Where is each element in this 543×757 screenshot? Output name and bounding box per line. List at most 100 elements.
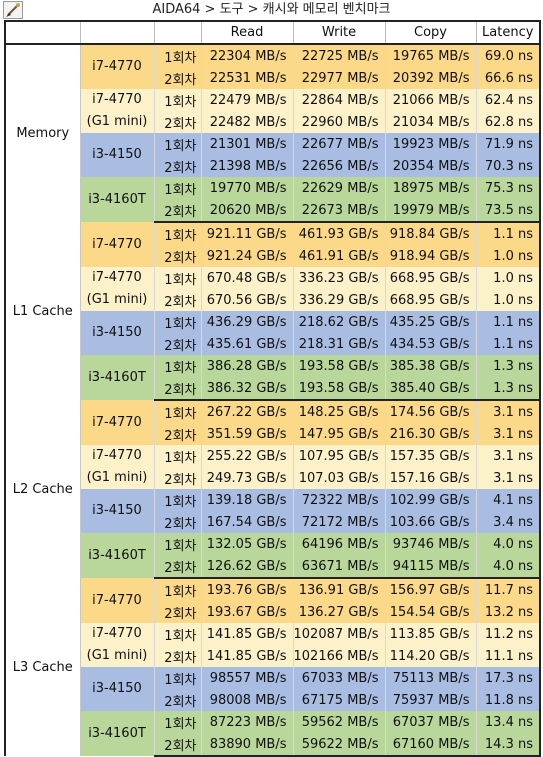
table-row: i7-4770 (G1 mini) 1회차 670.48 GB/s 336.23 GB/…: [5, 267, 541, 311]
latency-value: 71.9 ns: [476, 133, 541, 155]
run-label: 1회차: [154, 711, 202, 733]
run-label: 1회차: [154, 623, 202, 645]
read-value: 386.28 GB/s: [201, 355, 294, 377]
group-label: L1 Cache: [4, 222, 81, 400]
run-label: 1회차: [154, 355, 202, 377]
latency-value: 66.6 ns: [476, 67, 541, 89]
read-value: 21398 MB/s: [201, 155, 294, 177]
run-label: 2회차: [154, 733, 202, 757]
latency-value: 3.1 ns: [476, 400, 541, 423]
table-row: L2 Cache i7-4770 1회차 267.22 GB/s 148.25 GB/s…: [4, 400, 541, 578]
run-label: 2회차: [154, 199, 202, 223]
cpu-label: i7-4770: [92, 626, 142, 641]
cpu-label: (G1 mini): [86, 114, 148, 129]
table-row: i7-4770 (G1 mini) 1회차 255.22 GB/s 107.95 GB/…: [5, 445, 541, 489]
table-row: 2회차 193.67 GB/s 136.27 GB/s 154.54 GB/s 13.2…: [5, 601, 541, 623]
read-value: 22304 MB/s: [201, 44, 294, 67]
cpu-label: i7-4770: [92, 59, 142, 74]
latency-value: 3.1 ns: [476, 423, 541, 445]
read-value: 20620 MB/s: [201, 199, 294, 223]
read-value: 167.54 GB/s: [201, 511, 294, 533]
brush-icon[interactable]: [3, 1, 23, 19]
table-row: L3 Cache i7-4770 1회차 193.76 GB/s 136.91 GB/s…: [4, 578, 541, 756]
copy-value: 93746 MB/s: [385, 533, 477, 555]
run-label: 1회차: [154, 44, 202, 67]
copy-value: 18975 MB/s: [385, 177, 477, 199]
read-value: 193.76 GB/s: [201, 578, 294, 601]
group-label: L3 Cache: [4, 578, 81, 756]
table-row: 2회차 921.24 GB/s 461.91 GB/s 918.94 GB/s 1.0 …: [5, 245, 541, 267]
table-row: L1 Cache i7-4770 1회차 921.11 GB/s 461.93 GB/s…: [4, 222, 541, 400]
latency-value: 4.1 ns: [476, 489, 541, 511]
run-label: 2회차: [154, 155, 202, 177]
table-row: 2회차 83890 MB/s 59622 MB/s 67160 MB/s 14.3 ns: [5, 733, 541, 757]
read-value: 921.11 GB/s: [201, 222, 294, 245]
table-row: 2회차 20620 MB/s 22673 MB/s 19979 MB/s 73.5 ns: [5, 199, 541, 223]
header-latency: Latency: [475, 20, 541, 45]
window-title: AIDA64 > 도구 > 캐시와 메모리 벤치마크: [152, 2, 391, 17]
cpu-label: (G1 mini): [86, 470, 148, 485]
table-row: 2회차 141.85 GB/s 102166 MB/s 114.20 GB/s 11.1…: [5, 645, 541, 667]
read-value: 255.22 GB/s: [201, 445, 294, 467]
copy-value: 174.56 GB/s: [385, 400, 477, 423]
header-write: Write: [292, 20, 385, 45]
copy-value: 20392 MB/s: [385, 67, 477, 89]
table-row: 2회차 126.62 GB/s 63671 MB/s 94115 MB/s 4.0 ns: [5, 555, 541, 579]
read-value: 98008 MB/s: [201, 689, 294, 711]
latency-value: 75.3 ns: [476, 177, 541, 199]
cpu-label: i7-4770: [92, 592, 142, 608]
cpu-cell: i3-4160T: [80, 711, 155, 756]
run-label: 1회차: [154, 667, 202, 689]
cpu-label: i7-4770: [92, 92, 142, 107]
run-label: 2회차: [154, 289, 202, 311]
latency-value: 4.0 ns: [476, 555, 541, 579]
copy-value: 21034 MB/s: [385, 111, 477, 133]
table-row: 2회차 435.61 GB/s 218.31 GB/s 434.53 GB/s 1.1 …: [5, 333, 541, 355]
run-label: 2회차: [154, 689, 202, 711]
read-value: 83890 MB/s: [201, 733, 294, 757]
read-value: 22531 MB/s: [201, 67, 294, 89]
table-row: i3-4150 1회차 21301 MB/s 22677 MB/s 19923 MB/s…: [5, 133, 541, 177]
latency-value: 13.4 ns: [476, 711, 541, 733]
read-value: 267.22 GB/s: [201, 400, 294, 423]
copy-value: 154.54 GB/s: [385, 601, 477, 623]
cpu-label: i3-4160T: [88, 725, 146, 741]
table-row: i3-4160T 1회차 132.05 GB/s 64196 MB/s 93746 MB…: [5, 533, 541, 578]
copy-value: 435.25 GB/s: [385, 311, 477, 333]
copy-value: 75113 MB/s: [385, 667, 477, 689]
write-value: 218.31 GB/s: [293, 333, 386, 355]
write-value: 67175 MB/s: [293, 689, 386, 711]
read-value: 670.48 GB/s: [201, 267, 294, 289]
header-read: Read: [200, 20, 293, 45]
read-value: 87223 MB/s: [201, 711, 294, 733]
latency-value: 11.7 ns: [476, 578, 541, 601]
latency-value: 17.3 ns: [476, 667, 541, 689]
write-value: 72322 MB/s: [293, 489, 386, 511]
cpu-label: i3-4160T: [88, 191, 146, 207]
cpu-cell: i7-4770: [80, 400, 155, 445]
write-value: 22677 MB/s: [293, 133, 386, 155]
group-label: Memory: [4, 44, 81, 222]
copy-value: 385.38 GB/s: [385, 355, 477, 377]
copy-value: 21066 MB/s: [385, 89, 477, 111]
copy-value: 157.35 GB/s: [385, 445, 477, 467]
run-label: 2회차: [154, 245, 202, 267]
copy-value: 918.84 GB/s: [385, 222, 477, 245]
read-value: 351.59 GB/s: [201, 423, 294, 445]
latency-value: 1.3 ns: [476, 377, 541, 401]
latency-value: 62.4 ns: [476, 89, 541, 111]
header-copy: Copy: [384, 20, 476, 45]
table-row: i7-4770 (G1 mini) 1회차 141.85 GB/s 102087 MB/…: [5, 623, 541, 667]
table-row: 2회차 670.56 GB/s 336.29 GB/s 668.95 GB/s 1.0 …: [5, 289, 541, 311]
read-value: 22479 MB/s: [201, 89, 294, 111]
cpu-cell: i3-4160T: [80, 177, 155, 222]
run-label: 2회차: [154, 645, 202, 667]
copy-value: 113.85 GB/s: [385, 623, 477, 645]
header-row: Read Write Copy Latency: [4, 20, 541, 45]
run-label: 2회차: [154, 511, 202, 533]
cpu-label: i7-4770: [92, 270, 142, 285]
write-value: 193.58 GB/s: [293, 377, 386, 401]
table-row: 2회차 22531 MB/s 22977 MB/s 20392 MB/s 66.6 ns: [5, 67, 541, 89]
cpu-label: i3-4160T: [88, 369, 146, 385]
run-label: 2회차: [154, 467, 202, 489]
